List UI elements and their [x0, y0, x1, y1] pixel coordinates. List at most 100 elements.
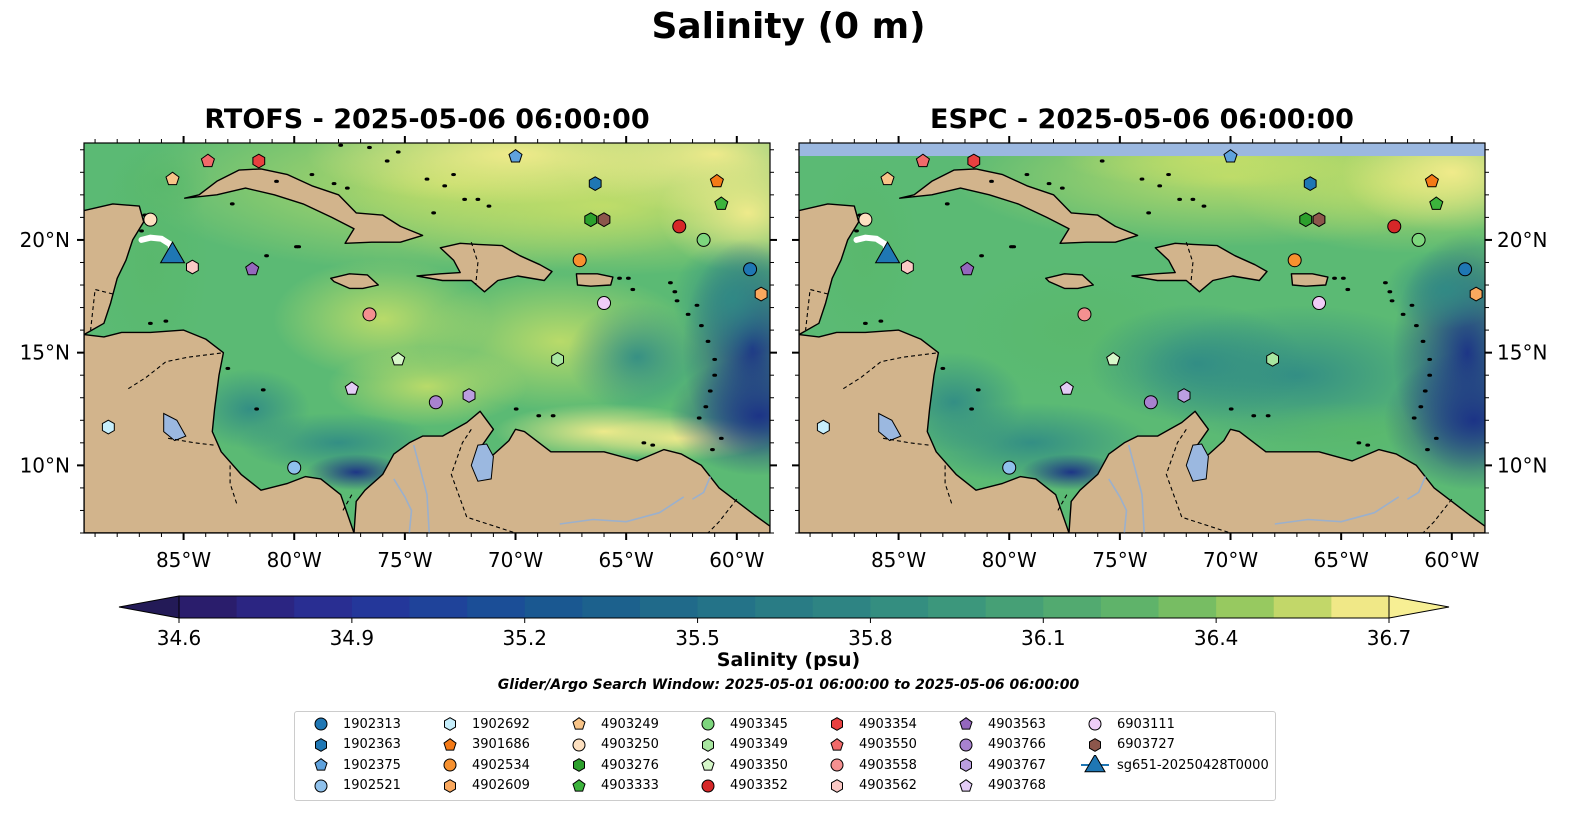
float-marker-4903249: [165, 171, 180, 186]
float-marker-4902609: [754, 286, 768, 302]
legend-item: 4903333: [565, 776, 659, 796]
legend-glyph: [315, 737, 327, 752]
glider-marker-sg651-20250428T0000: [874, 241, 901, 264]
legend-marker-icon: [572, 717, 586, 730]
legend-marker-icon: [443, 758, 457, 772]
float-marker-4903767: [462, 388, 476, 403]
float-marker-4903354: [967, 153, 981, 169]
legend-marker-icon: [1088, 717, 1102, 731]
float-marker-4903550: [200, 153, 215, 168]
float-marker-3901686: [1424, 173, 1439, 188]
legend-label: 3901686: [472, 737, 530, 752]
legend-glyph: [444, 778, 456, 793]
lat-tick-label: 20°N: [1497, 228, 1547, 252]
legend-glyph: [701, 717, 715, 731]
legend-marker-icon: [959, 778, 973, 792]
legend-marker-icon: [701, 717, 715, 731]
float-marker-4903345: [1411, 232, 1426, 247]
legend-label: 1902375: [343, 757, 401, 773]
legend-item: 4903249: [565, 714, 659, 734]
float-marker-4903558: [362, 307, 377, 322]
legend-marker-icon: [444, 778, 456, 793]
legend-glyph: [702, 737, 714, 752]
legend-label: 4903349: [730, 737, 788, 752]
legend-marker-icon: [960, 758, 972, 772]
float-marker-4903768: [1059, 381, 1074, 395]
legend-label: 4902534: [472, 757, 530, 773]
legend-glyph: [959, 717, 973, 730]
legend-marker-icon: [573, 758, 585, 772]
figure-title: Salinity (0 m): [651, 6, 926, 47]
legend-marker-icon: [314, 779, 328, 792]
colorbar: 34.6 34.9 35.2 35.5 35.8 36.1 36.4 36.7: [118, 595, 1450, 650]
float-marker-1902363: [588, 176, 602, 191]
float-marker-4903767: [1177, 388, 1191, 403]
float-marker-4903562: [186, 259, 199, 275]
legend-item: 1902521: [307, 776, 401, 796]
legend-label: 4903768: [988, 778, 1046, 793]
legend-label: 4903563: [988, 716, 1046, 732]
legend-item: 4902609: [436, 776, 530, 796]
legend-marker-icon: [830, 758, 844, 772]
float-marker-4903249: [880, 171, 895, 186]
float-marker-1902313: [743, 262, 758, 277]
lon-tick-label: 75°W: [1092, 548, 1147, 572]
legend-marker-icon: [315, 737, 327, 752]
float-marker-4903562: [901, 259, 914, 275]
colorbar-tick-label: 36.1: [1021, 626, 1066, 650]
float-marker-1902363: [1303, 176, 1317, 191]
legend-marker-icon: [314, 717, 328, 731]
lon-tick-label: 60°W: [709, 548, 764, 572]
float-marker-4903354: [252, 153, 266, 169]
lon-tick-label: 85°W: [871, 548, 926, 572]
legend-label: 4903249: [601, 716, 659, 732]
lon-tick-label: 80°W: [267, 548, 322, 572]
lon-tick-label: 70°W: [1203, 548, 1258, 572]
legend-glyph: [831, 717, 843, 731]
float-marker-4903333: [1429, 196, 1444, 210]
legend-item: 1902692: [436, 714, 530, 734]
colorbar-tick-label: 35.5: [675, 626, 720, 650]
legend-marker-icon: [830, 737, 844, 751]
search-window-text: Glider/Argo Search Window: 2025-05-01 06…: [497, 677, 1080, 693]
legend-item: sg651-20250428T0000: [1081, 755, 1269, 775]
legend-item: 4903563: [952, 714, 1046, 734]
legend-glyph: [959, 738, 973, 751]
legend-label: sg651-20250428T0000: [1117, 757, 1269, 773]
lon-tick-label: 65°W: [1314, 548, 1369, 572]
legend-marker-icon: [1089, 737, 1101, 752]
legend-marker-icon: [831, 717, 843, 731]
legend-item: 1902363: [307, 735, 401, 755]
float-marker-4902534: [572, 253, 587, 268]
legend-label: 4903350: [730, 757, 788, 773]
legend-item: 4903550: [823, 735, 917, 755]
legend-label: 1902692: [472, 716, 530, 732]
float-marker-4903352: [672, 219, 687, 234]
colorbar-tick-label: 35.8: [848, 626, 893, 650]
legend-item: 6903727: [1081, 735, 1175, 755]
colorbar-tick-label: 34.6: [157, 626, 202, 650]
panel-title-rtofs: RTOFS - 2025-05-06 06:00:00: [204, 104, 650, 135]
legend: 1902313 1902363 1902375 1902521 1902692 39016…: [294, 711, 1276, 801]
legend-item: 1902313: [307, 714, 401, 734]
legend-glyph: [959, 778, 973, 792]
panel-title-espc: ESPC - 2025-05-06 06:00:00: [930, 104, 1354, 135]
legend-glyph: [1089, 737, 1101, 752]
float-marker-4903766: [1143, 395, 1158, 410]
legend-marker-icon: [959, 717, 973, 730]
legend-item: 4903768: [952, 776, 1046, 796]
legend-item: 1902375: [307, 755, 401, 775]
legend-marker-icon: [572, 738, 586, 751]
float-marker-4903276: [584, 212, 598, 228]
legend-glyph: [572, 778, 586, 792]
float-marker-4903333: [714, 196, 729, 210]
legend-label: 4903333: [601, 778, 659, 793]
legend-label: 6903111: [1117, 716, 1175, 732]
float-marker-1902375: [1223, 149, 1238, 163]
legend-label: 4903354: [859, 716, 917, 732]
lat-tick-label: 10°N: [20, 453, 70, 477]
float-marker-4903563: [245, 261, 260, 276]
lat-tick-label: 20°N: [20, 228, 70, 252]
lon-tick-label: 60°W: [1424, 548, 1479, 572]
legend-item: 3901686: [436, 735, 530, 755]
